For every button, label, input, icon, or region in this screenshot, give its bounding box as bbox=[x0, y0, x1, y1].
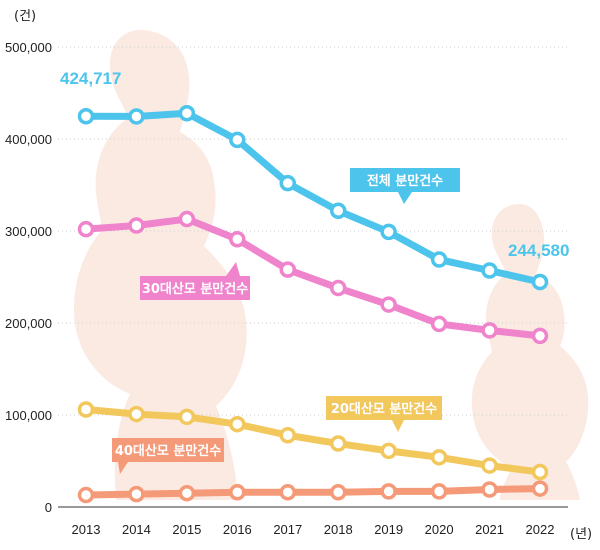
data-point bbox=[531, 463, 549, 481]
data-label-2013-total: 424,717 bbox=[60, 69, 121, 88]
series-line bbox=[82, 485, 544, 499]
data-point bbox=[380, 296, 397, 313]
data-point bbox=[430, 251, 448, 268]
data-point bbox=[481, 262, 498, 279]
data-point bbox=[430, 449, 448, 466]
data-point bbox=[229, 484, 246, 501]
pregnant-woman-silhouette-right bbox=[471, 204, 589, 500]
series-line bbox=[82, 405, 544, 476]
data-point bbox=[178, 210, 196, 228]
data-point bbox=[77, 401, 95, 418]
pregnant-woman-silhouette-left bbox=[74, 30, 247, 500]
series-1 bbox=[77, 210, 549, 345]
x-tick-label: 2021 bbox=[475, 522, 504, 537]
x-axis-unit: (년) bbox=[570, 527, 592, 542]
x-tick-label: 2022 bbox=[526, 522, 555, 537]
data-point bbox=[229, 415, 246, 433]
data-point bbox=[178, 484, 196, 502]
data-point bbox=[430, 483, 448, 500]
data-point bbox=[279, 174, 297, 192]
data-point bbox=[279, 261, 297, 278]
x-tick-label: 2013 bbox=[72, 522, 101, 537]
x-tick-label: 2018 bbox=[324, 522, 353, 537]
series-2 bbox=[77, 401, 549, 481]
y-tick-label: 300,000 bbox=[5, 224, 52, 239]
x-tick-label: 2014 bbox=[122, 522, 151, 537]
data-point bbox=[380, 442, 397, 460]
y-tick-label: 500,000 bbox=[5, 40, 52, 55]
data-point bbox=[229, 131, 246, 149]
data-point bbox=[481, 481, 498, 498]
data-point bbox=[229, 231, 246, 248]
x-axis-ticks: 2013 2014 2015 2016 2017 2018 2019 2020 2021 2022 bbox=[72, 522, 555, 537]
data-label-2022-total: 244,580 bbox=[508, 241, 569, 260]
data-point bbox=[77, 108, 95, 125]
callout-30s: 30대산모 분만건수 bbox=[140, 262, 250, 300]
x-tick-label: 2020 bbox=[425, 522, 454, 537]
y-tick-label: 0 bbox=[45, 500, 52, 515]
data-point bbox=[380, 223, 397, 241]
y-tick-label: 200,000 bbox=[5, 316, 52, 331]
y-axis-ticks: 0 100,000 200,000 300,000 400,000 500,000 bbox=[5, 40, 52, 515]
data-point bbox=[329, 435, 347, 452]
data-point bbox=[329, 279, 347, 297]
legend-30s-label: 30대산모 분만건수 bbox=[142, 281, 248, 297]
x-tick-label: 2017 bbox=[273, 522, 302, 537]
callout-total: 전체 분만건수 bbox=[350, 168, 460, 204]
data-point bbox=[128, 405, 145, 423]
data-point bbox=[329, 484, 347, 501]
series-line bbox=[82, 215, 544, 340]
y-axis-unit: (건) bbox=[14, 9, 36, 24]
y-tick-label: 400,000 bbox=[5, 132, 52, 147]
data-point bbox=[128, 217, 145, 234]
data-point bbox=[380, 483, 397, 500]
series-lines bbox=[77, 104, 549, 504]
series-0 bbox=[77, 104, 549, 291]
callout-40s: 40대산모 분만건수 bbox=[112, 438, 224, 474]
data-point bbox=[77, 486, 95, 504]
data-point bbox=[128, 485, 145, 503]
x-tick-label: 2016 bbox=[223, 522, 252, 537]
data-point bbox=[77, 220, 95, 238]
series-3 bbox=[77, 480, 549, 504]
data-point bbox=[531, 480, 549, 497]
series-line bbox=[82, 109, 544, 286]
legend-20s-label: 20대산모 분만건수 bbox=[331, 401, 437, 417]
callout-20s: 20대산모 분만건수 bbox=[326, 396, 442, 432]
data-point bbox=[430, 315, 448, 333]
x-tick-label: 2015 bbox=[172, 522, 201, 537]
data-point bbox=[329, 202, 347, 220]
data-point bbox=[531, 273, 549, 291]
data-point bbox=[279, 426, 297, 444]
data-point bbox=[178, 104, 196, 122]
data-point bbox=[178, 408, 196, 426]
data-point bbox=[481, 457, 498, 474]
data-point bbox=[531, 327, 549, 345]
data-point bbox=[279, 484, 297, 501]
legend-total-label: 전체 분만건수 bbox=[367, 173, 443, 189]
y-tick-label: 100,000 bbox=[5, 408, 52, 423]
data-point bbox=[128, 108, 145, 125]
legend-40s-label: 40대산모 분만건수 bbox=[115, 443, 221, 459]
x-tick-label: 2019 bbox=[374, 522, 403, 537]
data-point bbox=[481, 322, 498, 339]
